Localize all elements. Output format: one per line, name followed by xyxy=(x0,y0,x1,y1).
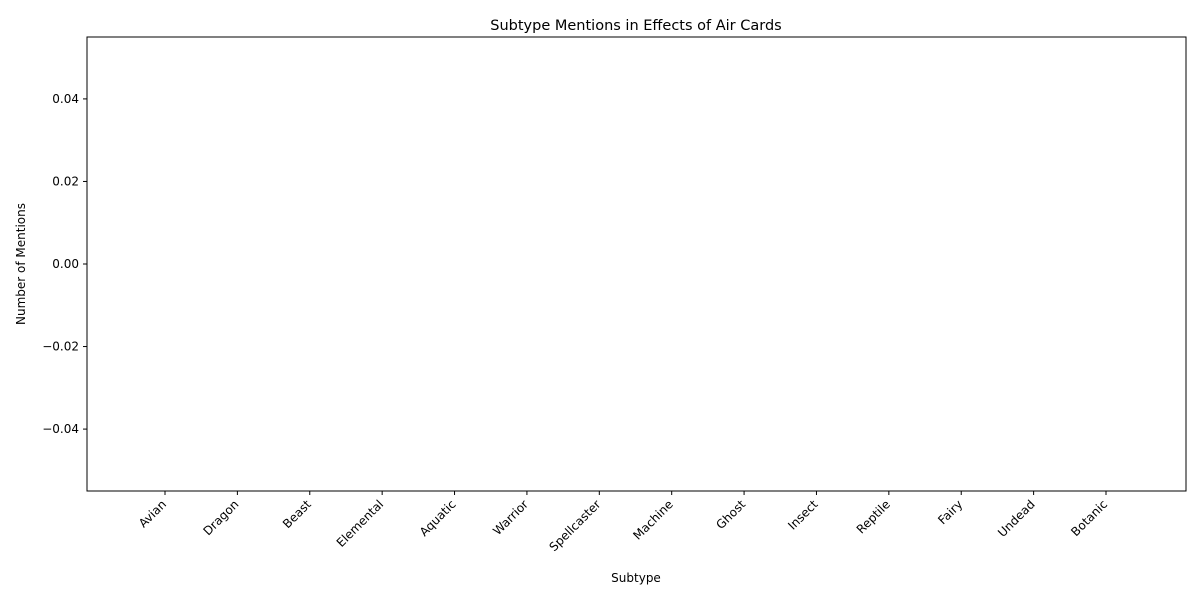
y-tick-label: 0.00 xyxy=(52,257,79,271)
y-tick-label: 0.02 xyxy=(52,174,79,188)
y-axis-label: Number of Mentions xyxy=(14,203,28,325)
x-axis-label: Subtype xyxy=(611,571,661,585)
y-tick-label: −0.04 xyxy=(42,422,79,436)
y-axis: −0.04 −0.02 0.00 0.02 0.04 xyxy=(42,92,87,436)
y-tick-label: 0.04 xyxy=(52,92,79,106)
chart-title: Subtype Mentions in Effects of Air Cards xyxy=(490,18,781,34)
y-tick-label: −0.02 xyxy=(42,340,79,354)
